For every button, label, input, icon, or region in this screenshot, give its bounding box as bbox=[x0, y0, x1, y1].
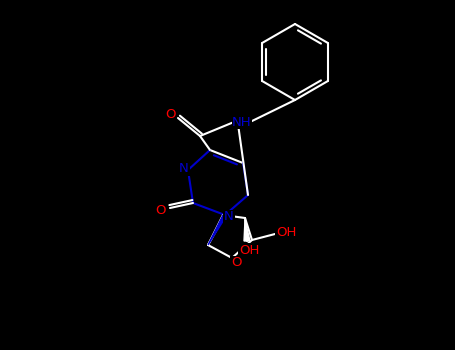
Text: N: N bbox=[224, 210, 234, 224]
Text: OH: OH bbox=[239, 244, 259, 257]
Text: N: N bbox=[179, 162, 189, 175]
Text: O: O bbox=[156, 203, 166, 217]
Text: NH: NH bbox=[232, 116, 252, 128]
Text: OH: OH bbox=[276, 225, 296, 238]
Polygon shape bbox=[208, 215, 227, 245]
Polygon shape bbox=[244, 220, 250, 241]
Text: O: O bbox=[231, 257, 241, 270]
Text: O: O bbox=[165, 108, 175, 121]
